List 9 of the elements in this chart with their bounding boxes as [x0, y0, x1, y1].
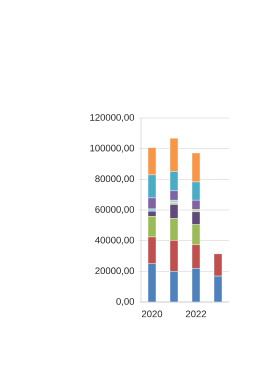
y-tick-label: 120000,00 — [90, 114, 134, 122]
y-tick-label: 100000,00 — [90, 144, 134, 153]
x-tick-label: 2020 — [142, 310, 162, 318]
y-tick-label: 60000,00 — [95, 206, 134, 214]
x-tick-label: 2022 — [186, 310, 206, 318]
y-tick-label: 80000,00 — [95, 175, 134, 184]
y-tick-label: 40000,00 — [95, 236, 134, 245]
y-tick-label: 20000,00 — [95, 267, 134, 276]
y-tick-label: 0,00 — [116, 298, 134, 306]
